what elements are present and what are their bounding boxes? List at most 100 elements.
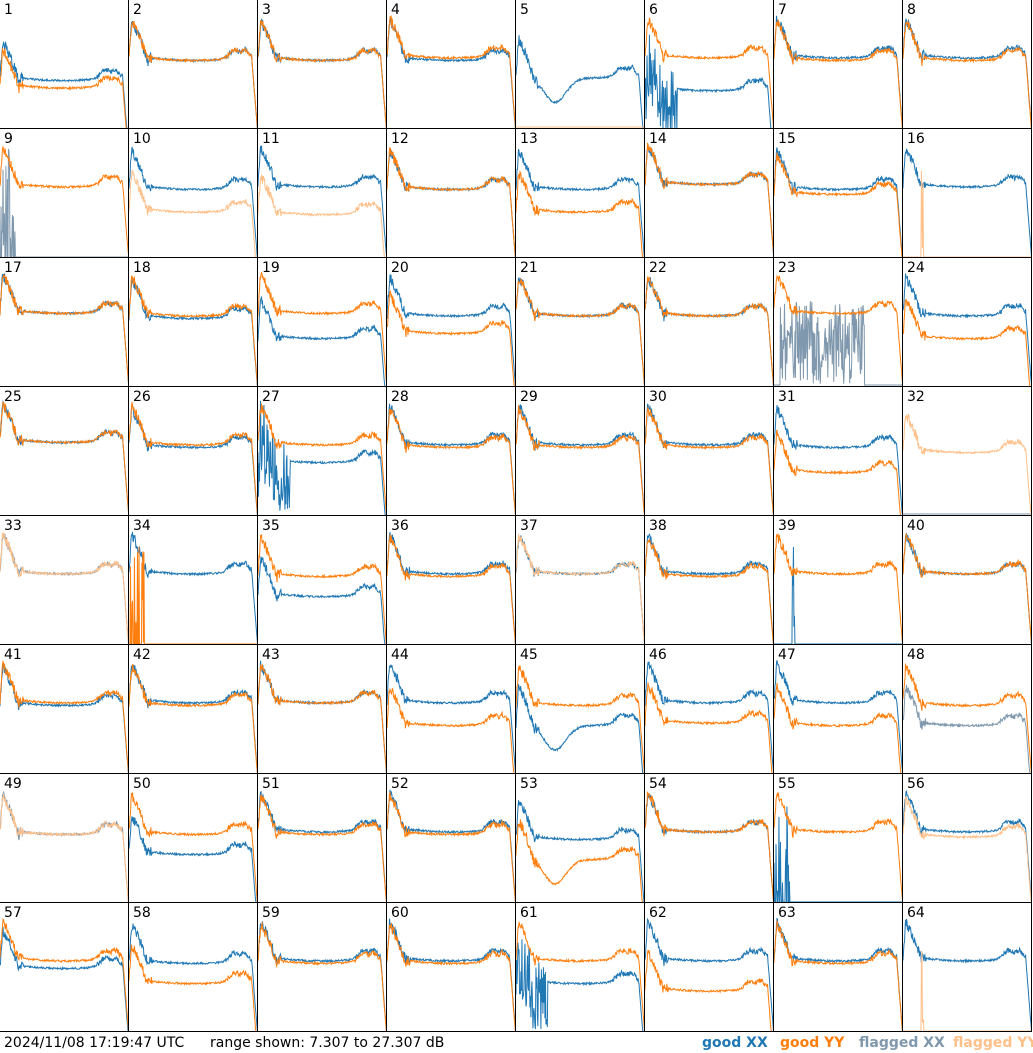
series-yy: [645, 791, 773, 901]
series-yy: [129, 663, 257, 773]
panel-43: 43: [258, 645, 387, 774]
series-yy: [903, 20, 1031, 128]
panel-7: 7: [774, 0, 903, 129]
panel-number: 21: [520, 260, 538, 276]
panel-plot: [903, 17, 1031, 128]
panel-plot: [645, 142, 773, 254]
panel-plot: [387, 532, 515, 644]
series-xx: [645, 917, 773, 1031]
panel-29: 29: [516, 387, 645, 516]
panel-11: 11: [258, 129, 387, 258]
panel-plot: [387, 918, 515, 1031]
panel-number: 57: [4, 905, 22, 921]
panel-47: 47: [774, 645, 903, 774]
series-xx: [645, 403, 773, 515]
series-xx: [0, 148, 128, 257]
panel-59: 59: [258, 903, 387, 1032]
panel-plot: [0, 146, 128, 257]
panel-6: 6: [645, 0, 774, 129]
panel-plot: [774, 405, 902, 515]
panel-number: 20: [391, 260, 409, 276]
series-yy: [774, 791, 902, 901]
series-yy: [129, 402, 257, 515]
series-xx: [387, 274, 515, 386]
panel-number: 29: [520, 389, 538, 405]
series-xx: [0, 273, 128, 384]
panel-20: 20: [387, 258, 516, 387]
panel-number: 60: [391, 905, 409, 921]
panel-plot: [0, 532, 128, 644]
panel-plot: [645, 661, 773, 773]
panel-number: 49: [4, 776, 22, 792]
series-xx: [258, 660, 386, 773]
panel-number: 16: [907, 131, 925, 147]
panel-number: 61: [520, 905, 538, 921]
panel-number: 17: [4, 260, 22, 276]
series-xx: [774, 547, 902, 644]
series-xx: [0, 926, 128, 1031]
panel-41: 41: [0, 645, 129, 774]
panel-48: 48: [903, 645, 1032, 774]
series-yy: [516, 664, 644, 773]
panel-number: 8: [907, 2, 916, 18]
panel-5: 5: [516, 0, 645, 129]
series-yy: [516, 921, 644, 1031]
panel-1: 1: [0, 0, 129, 129]
panel-number: 40: [907, 518, 925, 534]
panel-number: 52: [391, 776, 409, 792]
panel-plot: [387, 403, 515, 515]
panel-42: 42: [129, 645, 258, 774]
panel-plot: [774, 917, 902, 1031]
series-xx: [0, 790, 128, 902]
panel-4: 4: [387, 0, 516, 129]
series-yy: [645, 142, 773, 254]
series-yy: [258, 20, 386, 128]
series-xx: [903, 790, 1031, 902]
panel-plot: [903, 790, 1031, 902]
panel-45: 45: [516, 645, 645, 774]
series-yy: [0, 793, 128, 902]
series-yy: [774, 429, 901, 515]
panel-number: 32: [907, 389, 925, 405]
series-xx: [129, 20, 257, 128]
panel-21: 21: [516, 258, 645, 387]
series-yy: [903, 298, 1031, 386]
series-xx: [645, 144, 773, 254]
panel-53: 53: [516, 774, 645, 903]
panel-plot: [258, 534, 386, 644]
panel-plot: [129, 275, 257, 386]
series-xx: [645, 277, 773, 386]
series-yy: [516, 278, 644, 386]
panel-16: 16: [903, 129, 1032, 258]
panel-number: 27: [262, 389, 280, 405]
series-xx: [774, 147, 902, 257]
series-yy: [0, 273, 128, 383]
panel-number: 6: [649, 2, 658, 18]
series-yy: [129, 944, 257, 1031]
panel-50: 50: [129, 774, 258, 903]
series-yy: [774, 533, 902, 644]
series-yy: [774, 682, 902, 773]
panel-plot: [0, 918, 128, 1031]
series-xx: [774, 301, 902, 386]
series-yy: [645, 950, 772, 1031]
panel-plot: [516, 921, 644, 1031]
series-xx: [129, 816, 257, 902]
panel-19: 19: [258, 258, 387, 387]
series-yy: [903, 796, 1031, 902]
series-xx: [387, 16, 515, 128]
panel-number: 11: [262, 131, 280, 147]
series-yy: [129, 169, 256, 257]
panel-37: 37: [516, 516, 645, 645]
panel-number: 3: [262, 2, 271, 18]
panel-plot: [645, 403, 773, 515]
panel-58: 58: [129, 903, 258, 1032]
series-yy: [903, 413, 1031, 515]
panel-plot: [645, 791, 773, 902]
series-yy: [516, 533, 644, 644]
series-xx: [129, 403, 257, 515]
panel-2: 2: [129, 0, 258, 129]
series-xx: [129, 531, 257, 644]
panel-plot: [516, 403, 644, 515]
legend-flagged-yy: flagged YY: [953, 1035, 1033, 1051]
